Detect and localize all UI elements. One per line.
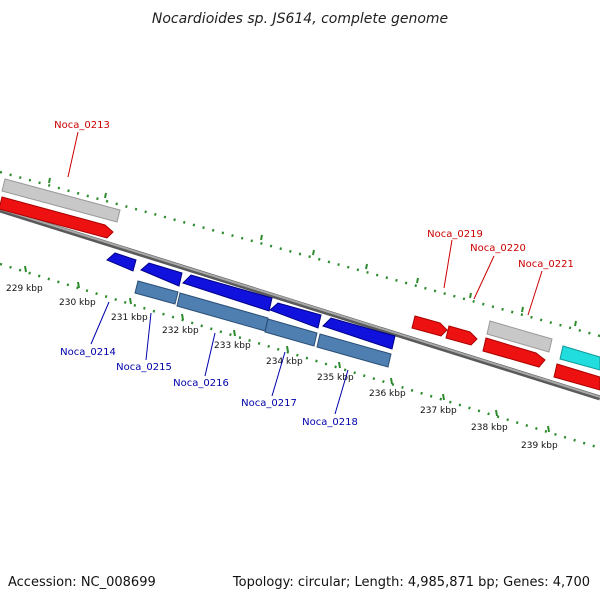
- upper-major-tick: [104, 192, 107, 199]
- label-leader: [334, 369, 349, 415]
- scale-label: 235 kbp: [317, 373, 354, 383]
- upper-major-tick: [48, 177, 51, 184]
- backbone-highlight: [0, 208, 600, 398]
- map-title: Nocardioides sp. JS614, complete genome: [152, 11, 448, 27]
- accession-text: Accession: NC_008699: [8, 575, 156, 590]
- lower-major-tick: [495, 409, 498, 417]
- gene-noca-0213[interactable]: [1, 178, 121, 223]
- cds-noca-0220[interactable]: [445, 325, 478, 346]
- upper-tick-track: [0, 170, 600, 338]
- label-leader: [473, 255, 495, 300]
- gene-label-noca-0213: Noca_0213: [54, 120, 110, 131]
- genome-summary-text: Topology: circular; Length: 4,985,871 bp…: [232, 575, 590, 590]
- gene-noca-0218[interactable]: [316, 333, 392, 368]
- upper-major-tick: [469, 292, 472, 299]
- lower-major-tick: [77, 281, 80, 289]
- gene-label-noca-0216: Noca_0216: [173, 378, 229, 389]
- gene-label-noca-0220: Noca_0220: [470, 243, 526, 254]
- gene-noca-0217[interactable]: [264, 318, 318, 347]
- gene-noca-0215[interactable]: [134, 280, 179, 305]
- cds-noca-0221[interactable]: [482, 337, 546, 368]
- cds-noca-0213[interactable]: [0, 196, 114, 239]
- gene-label-noca-0218: Noca_0218: [302, 417, 358, 428]
- label-leader: [527, 270, 543, 316]
- label-leader: [271, 351, 286, 397]
- label-leader: [443, 239, 453, 289]
- upper-tick-dots: [0, 170, 600, 338]
- scale-label: 238 kbp: [471, 423, 508, 433]
- cds-noca-0218[interactable]: [322, 317, 396, 350]
- label-leader: [145, 312, 152, 361]
- scale-label: 232 kbp: [162, 326, 199, 336]
- scale-label: 229 kbp: [6, 284, 43, 294]
- cds-next[interactable]: [553, 363, 600, 391]
- gene-label-noca-0221: Noca_0221: [518, 259, 574, 270]
- label-leader: [67, 131, 79, 178]
- gene-label-noca-0217: Noca_0217: [241, 398, 297, 409]
- lower-major-tick: [547, 425, 550, 433]
- lower-major-tick: [24, 265, 27, 273]
- scale-label: 231 kbp: [111, 313, 148, 323]
- lower-tick-track: [0, 262, 600, 450]
- genome-backbone: [0, 207, 600, 401]
- cds-noca-0214[interactable]: [106, 252, 137, 272]
- lower-major-tick: [338, 361, 341, 369]
- label-leader: [90, 301, 110, 345]
- upper-major-tick: [574, 320, 577, 327]
- scale-label: 237 kbp: [420, 406, 457, 416]
- reverse-gene-labels: Noca_0214 Noca_0215 Noca_0216 Noca_0217 …: [60, 301, 358, 428]
- scale-label: 234 kbp: [266, 357, 303, 367]
- upper-major-tick: [312, 249, 315, 256]
- upper-major-tick: [260, 234, 263, 241]
- gene-noca-0221[interactable]: [486, 320, 553, 353]
- lower-major-tick: [442, 393, 445, 401]
- cds-noca-0215[interactable]: [140, 262, 183, 287]
- forward-gene-labels: Noca_0213 Noca_0219 Noca_0220 Noca_0221: [54, 120, 574, 316]
- lower-major-tick: [286, 345, 289, 353]
- gene-label-noca-0219: Noca_0219: [427, 229, 483, 240]
- scale-label: 239 kbp: [521, 441, 558, 451]
- cds-noca-0219[interactable]: [411, 315, 448, 337]
- lower-major-tick: [390, 377, 393, 385]
- label-leader: [204, 332, 216, 377]
- scale-label: 230 kbp: [59, 298, 96, 308]
- scale-labels: 229 kbp 230 kbp 231 kbp 232 kbp 233 kbp …: [6, 284, 558, 451]
- lower-major-tick: [129, 297, 132, 305]
- scale-label: 236 kbp: [369, 389, 406, 399]
- upper-major-tick: [365, 263, 368, 270]
- cds-noca-0217[interactable]: [269, 302, 322, 329]
- upper-major-tick: [521, 306, 524, 313]
- forward-features: [0, 178, 600, 391]
- upper-major-tick: [416, 277, 419, 284]
- lower-major-tick: [233, 329, 236, 337]
- gene-label-noca-0215: Noca_0215: [116, 362, 172, 373]
- feature-cyan[interactable]: [559, 345, 600, 371]
- lower-major-tick: [181, 313, 184, 321]
- cds-noca-0216[interactable]: [182, 274, 273, 312]
- gene-label-noca-0214: Noca_0214: [60, 347, 116, 358]
- reverse-features: [106, 252, 396, 368]
- scale-label: 233 kbp: [214, 341, 251, 351]
